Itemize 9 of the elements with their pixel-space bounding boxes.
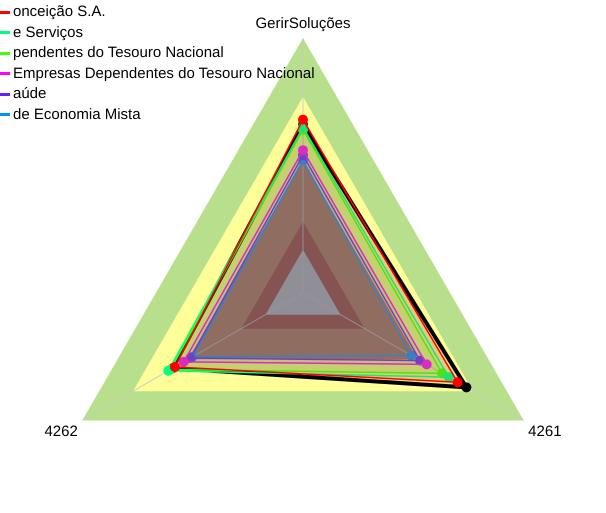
legend-label: pendentes do Tesouro Nacional bbox=[13, 43, 224, 63]
legend-label: e Serviços bbox=[13, 22, 84, 42]
legend-label: de Economia Mista bbox=[13, 104, 141, 124]
legend-label: Empresas Dependentes do Tesouro Nacional bbox=[13, 64, 315, 84]
spoke-label: 4262 bbox=[44, 423, 78, 440]
spoke-label: GerirSoluções bbox=[255, 15, 351, 32]
legend-label: onceição S.A. bbox=[13, 2, 106, 22]
spoke-label: 4261 bbox=[528, 423, 562, 440]
legend-label: aúde bbox=[13, 84, 46, 104]
